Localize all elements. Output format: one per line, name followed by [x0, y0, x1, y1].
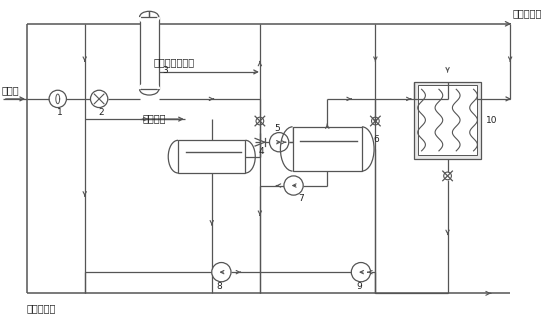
Text: 9: 9: [356, 282, 362, 291]
Circle shape: [284, 176, 303, 195]
Bar: [414, 82, 481, 158]
Bar: [139, 17, 159, 89]
Text: 2: 2: [98, 108, 104, 117]
Text: 10: 10: [486, 116, 498, 125]
Text: 8: 8: [217, 282, 222, 291]
Bar: [178, 140, 246, 173]
Text: 6: 6: [373, 135, 379, 144]
Circle shape: [269, 133, 289, 152]
Text: 7: 7: [299, 195, 304, 203]
Bar: [418, 85, 478, 155]
Text: 混合冷剂: 混合冷剂: [143, 113, 166, 123]
Text: 去分子筛干燥器: 去分子筛干燥器: [154, 57, 195, 67]
Circle shape: [212, 262, 231, 282]
Text: 4: 4: [259, 147, 264, 156]
Text: 1: 1: [57, 108, 62, 117]
Circle shape: [351, 262, 371, 282]
Text: 3: 3: [163, 66, 169, 75]
Text: 冷冻水管网: 冷冻水管网: [27, 303, 56, 313]
Text: 5: 5: [274, 124, 280, 133]
Text: 冷冻水管网: 冷冻水管网: [512, 8, 541, 18]
Bar: [293, 127, 362, 171]
Text: 原料气: 原料气: [2, 85, 20, 95]
